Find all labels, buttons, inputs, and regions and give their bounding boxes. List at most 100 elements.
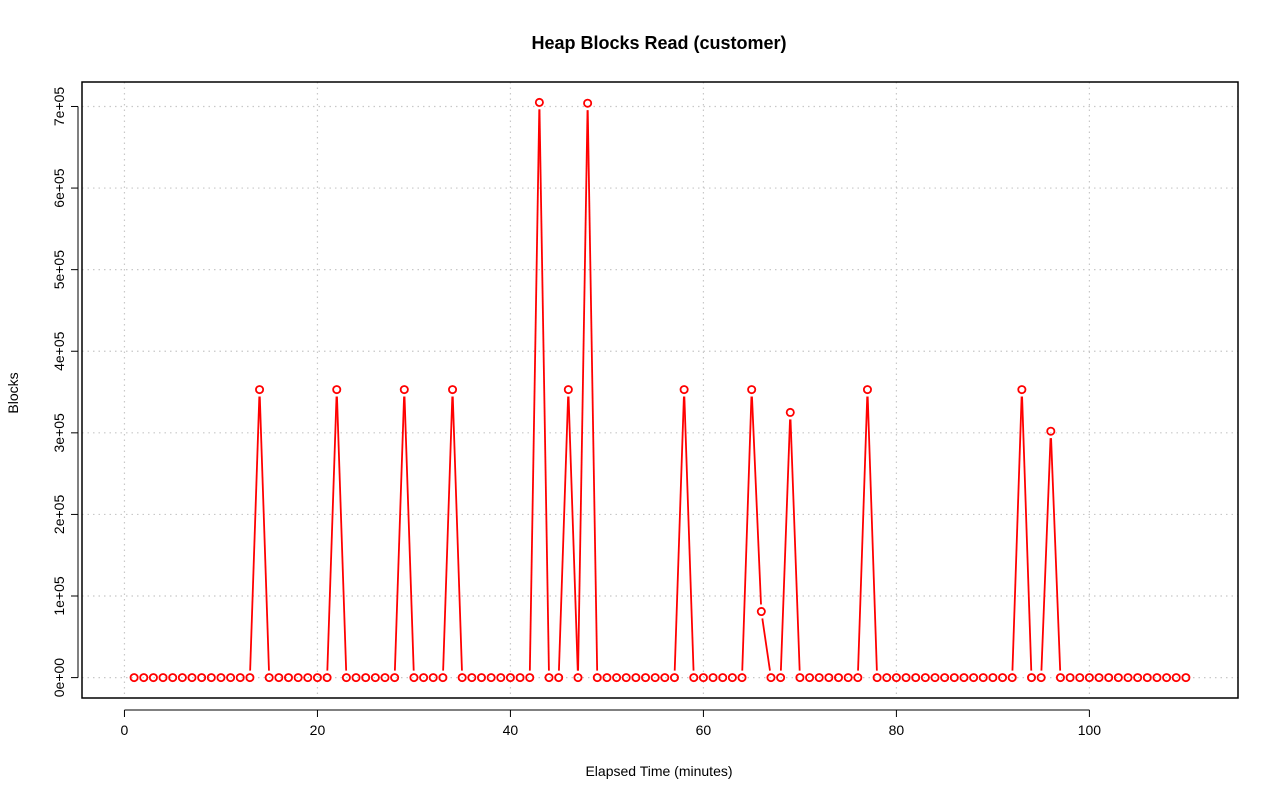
plot-frame [81, 81, 1239, 699]
data-point [1152, 673, 1162, 683]
data-point [669, 673, 679, 683]
data-point [805, 673, 815, 683]
data-point [824, 673, 834, 683]
y-tick-label: 5e+05 [51, 250, 67, 290]
data-point [332, 385, 342, 395]
data-point [390, 673, 400, 683]
data-point [901, 673, 911, 683]
data-point [1017, 385, 1027, 395]
data-point [206, 673, 216, 683]
data-point [1162, 673, 1172, 683]
data-point [399, 385, 409, 395]
series-segment [336, 396, 348, 671]
data-point [631, 673, 641, 683]
data-point [361, 673, 371, 683]
data-point [283, 673, 293, 683]
data-point [573, 673, 583, 683]
data-point [534, 97, 544, 107]
series-segment [528, 109, 541, 671]
series-segment [683, 396, 695, 671]
data-point [718, 673, 728, 683]
data-point [1113, 673, 1123, 683]
data-point [351, 673, 361, 683]
x-axis-label: Elapsed Time (minutes) [585, 763, 732, 779]
data-point [216, 673, 226, 683]
data-point [727, 673, 737, 683]
data-point [1055, 673, 1065, 683]
series-segment [258, 396, 270, 671]
data-point [303, 673, 313, 683]
data-point [476, 673, 486, 683]
data-point [563, 385, 573, 395]
series-segment [1050, 438, 1062, 671]
y-tick-label: 6e+05 [51, 168, 67, 208]
series-segment [779, 419, 791, 671]
data-point [322, 673, 332, 683]
data-point [949, 673, 959, 683]
data-point [293, 673, 303, 683]
data-point [380, 673, 390, 683]
series-segment [866, 396, 878, 671]
y-tick-label: 4e+05 [51, 331, 67, 371]
series-line [249, 109, 1062, 671]
data-point [814, 673, 824, 683]
data-point [795, 673, 805, 683]
data-point [1084, 673, 1094, 683]
data-point [158, 673, 168, 683]
data-point [747, 385, 757, 395]
series-segment [673, 396, 685, 671]
y-tick-label: 0e+00 [51, 658, 67, 698]
data-point [1046, 426, 1056, 436]
data-point [1065, 673, 1075, 683]
data-point [660, 673, 670, 683]
x-tick-label: 100 [1078, 722, 1102, 738]
series-segment [558, 396, 569, 671]
data-point [756, 607, 766, 617]
x-tick-label: 40 [503, 722, 519, 738]
data-point [689, 673, 699, 683]
data-point [1142, 673, 1152, 683]
series-segment [577, 110, 589, 671]
data-point [197, 673, 207, 683]
data-point [168, 673, 178, 683]
data-point [1171, 673, 1181, 683]
x-tick-label: 80 [889, 722, 905, 738]
data-point [583, 98, 593, 108]
y-tick-label: 3e+05 [51, 413, 67, 453]
data-point [612, 673, 622, 683]
data-point [448, 385, 458, 395]
data-point [409, 673, 419, 683]
series-segment [393, 396, 405, 671]
data-point [245, 673, 255, 683]
data-point [187, 673, 197, 683]
data-point [785, 407, 795, 417]
data-point [679, 385, 689, 395]
series-segment [249, 396, 261, 671]
data-point [891, 673, 901, 683]
data-point [920, 673, 930, 683]
y-tick-label: 1e+05 [51, 576, 67, 616]
data-point [129, 673, 139, 683]
data-point [544, 673, 554, 683]
data-point [911, 673, 921, 683]
series-segment [403, 396, 415, 671]
data-point [602, 673, 612, 683]
y-tick-label: 7e+05 [51, 87, 67, 127]
data-point [650, 673, 660, 683]
series-segment [761, 618, 771, 671]
data-point [834, 673, 844, 683]
series-segment [442, 396, 454, 671]
x-tick-label: 60 [696, 722, 712, 738]
data-point [457, 673, 467, 683]
data-point [766, 673, 776, 683]
data-point [1036, 673, 1046, 683]
data-point [930, 673, 940, 683]
data-point [862, 385, 872, 395]
data-point [554, 673, 564, 683]
data-point [940, 673, 950, 683]
data-point [708, 673, 718, 683]
data-point [1123, 673, 1133, 683]
data-point [978, 673, 988, 683]
data-point [496, 673, 506, 683]
data-point [853, 673, 863, 683]
